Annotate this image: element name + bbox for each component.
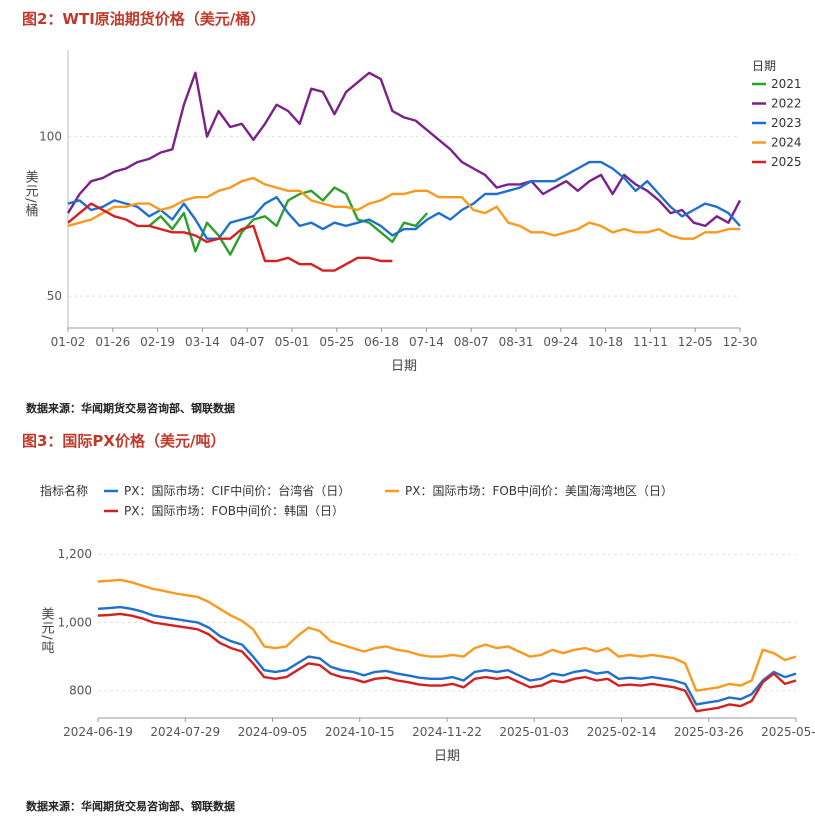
legend-item-2: PX：国际市场：FOB中间价：韩国（日）	[124, 503, 344, 518]
x-tick-label: 12-30	[723, 335, 758, 349]
x-tick-label: 2025-03-26	[674, 725, 744, 739]
y-tick-label: 100	[39, 130, 62, 144]
legend-item-2022: 2022	[771, 97, 802, 111]
x-axis-label: 日期	[434, 749, 460, 764]
y-axis-label: 美元/吨	[39, 607, 55, 654]
x-tick-label: 2025-05-07	[761, 725, 815, 739]
x-tick-label: 01-26	[95, 335, 130, 349]
legend-item-1: PX：国际市场：FOB中间价：美国海湾地区（日）	[405, 483, 673, 498]
series-line-1	[66, 71, 742, 228]
legend-title: 指标名称	[40, 483, 88, 498]
figure-2-source: 数据来源：华闻期货交易咨询部、钢联数据	[26, 402, 235, 415]
x-tick-label: 2024-09-05	[238, 725, 308, 739]
x-tick-label: 10-18	[588, 335, 623, 349]
series-line-0	[97, 605, 797, 706]
wti-price-chart: 50 100 01-02 01-26 02-19 03-14 04-07 05-01 05-25…	[23, 50, 802, 374]
legend-title: 日期	[752, 59, 776, 73]
y-tick-label: 1,200	[58, 547, 92, 561]
x-tick-label: 05-01	[275, 335, 310, 349]
x-tick-label: 2024-07-29	[150, 725, 220, 739]
series-line-0	[148, 186, 429, 256]
x-tick-label: 08-31	[499, 335, 534, 349]
y-tick-label: 50	[47, 289, 62, 303]
x-tick-label: 03-14	[185, 335, 220, 349]
series-line-2	[97, 612, 797, 713]
y-tick-label: 800	[69, 684, 92, 698]
legend-item-2023: 2023	[771, 116, 802, 130]
legend-item-2024: 2024	[771, 136, 802, 150]
figure-3-source: 数据来源：华闻期货交易咨询部、钢联数据	[26, 800, 235, 813]
y-axis-label: 美元/桶	[23, 170, 39, 217]
x-tick-label: 08-07	[454, 335, 489, 349]
series-line-3	[67, 176, 740, 240]
series-line-2	[67, 160, 741, 240]
x-tick-label: 01-02	[51, 335, 86, 349]
legend-item-2021: 2021	[771, 77, 802, 91]
legend-item-2025: 2025	[771, 155, 802, 169]
series-line-4	[67, 202, 393, 272]
px-price-chart: 800 1,000 1,200 2024-06-19 2024-07-29 2024-09…	[39, 483, 815, 764]
x-tick-label: 12-05	[678, 335, 713, 349]
x-axis-label: 日期	[391, 359, 417, 374]
legend-item-0: PX：国际市场：CIF中间价：台湾省（日）	[124, 483, 350, 498]
x-tick-label: 2024-11-22	[412, 725, 482, 739]
x-tick-label: 2025-01-03	[499, 725, 569, 739]
x-tick-label: 2025-02-14	[587, 725, 657, 739]
x-tick-label: 2024-06-19	[63, 725, 133, 739]
figure-2-title: 图2：WTI原油期货价格（美元/桶）	[22, 10, 266, 28]
series-line-1	[97, 578, 797, 692]
x-tick-label: 06-18	[364, 335, 399, 349]
x-tick-label: 2024-10-15	[325, 725, 395, 739]
x-tick-label: 02-19	[140, 335, 175, 349]
x-tick-label: 04-07	[230, 335, 265, 349]
figure-3-title: 图3：国际PX价格（美元/吨）	[22, 432, 226, 450]
x-tick-label: 07-14	[409, 335, 444, 349]
x-tick-label: 05-25	[319, 335, 354, 349]
x-tick-label: 11-11	[633, 335, 668, 349]
y-tick-label: 1,000	[58, 615, 92, 629]
x-tick-label: 09-24	[543, 335, 578, 349]
